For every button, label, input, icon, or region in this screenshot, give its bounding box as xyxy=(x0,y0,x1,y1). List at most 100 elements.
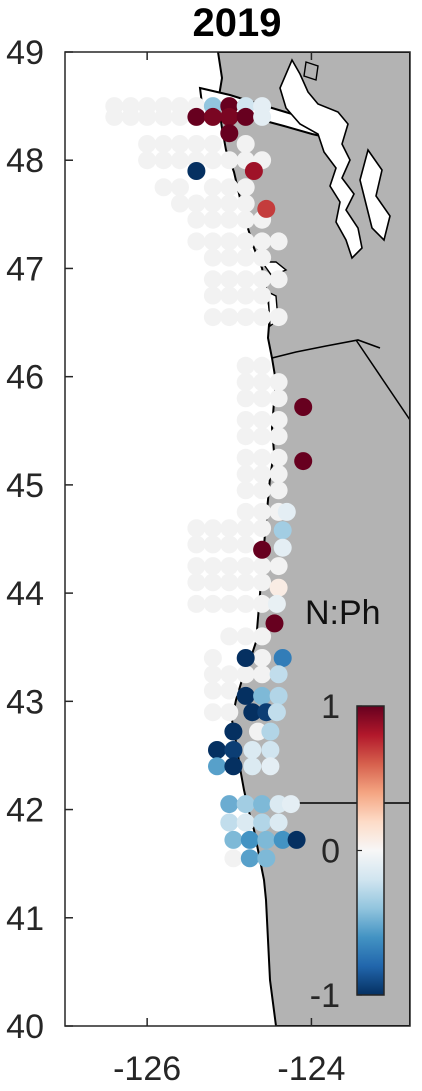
station-marker xyxy=(261,741,280,759)
colorbar-tick-label: -1 xyxy=(310,977,340,1015)
station-marker-no-data xyxy=(220,286,239,305)
station-marker xyxy=(220,813,239,832)
x-axis: -126 -124 xyxy=(113,52,345,1088)
station-marker-no-data xyxy=(253,356,272,375)
station-marker-no-data xyxy=(253,286,272,305)
station-marker-no-data xyxy=(220,535,239,554)
station-marker-no-data xyxy=(203,665,222,684)
station-marker xyxy=(294,452,313,471)
station-marker-no-data xyxy=(203,194,222,213)
station-marker xyxy=(269,665,288,684)
station-marker-no-data xyxy=(203,594,222,613)
x-tick-label: -126 xyxy=(113,1050,181,1088)
station-marker xyxy=(269,813,288,832)
station-marker-no-data xyxy=(269,373,288,392)
station-marker-no-data xyxy=(203,681,222,700)
station-marker-no-data xyxy=(187,194,206,213)
station-marker xyxy=(236,107,255,126)
station-marker xyxy=(269,686,288,705)
station-marker-no-data xyxy=(236,210,255,229)
y-tick-label: 46 xyxy=(6,359,44,397)
station-marker-no-data xyxy=(236,389,255,408)
station-marker xyxy=(236,649,255,667)
station-marker-no-data xyxy=(224,849,243,868)
station-marker-no-data xyxy=(269,465,288,484)
station-marker xyxy=(187,107,206,126)
station-marker xyxy=(220,107,239,126)
station-marker-no-data xyxy=(171,151,189,170)
station-marker-no-data xyxy=(220,665,239,684)
station-marker xyxy=(220,124,239,143)
y-tick-label: 47 xyxy=(6,250,44,288)
station-marker-no-data xyxy=(236,248,255,267)
station-marker-no-data xyxy=(154,135,173,153)
y-tick-label: 40 xyxy=(6,1008,44,1046)
colorbar-title: N:Ph xyxy=(305,594,381,632)
inland-waterway-east xyxy=(359,148,391,242)
station-marker-no-data xyxy=(236,557,255,576)
station-marker-no-data xyxy=(236,427,255,446)
colorbar-ticks: 1 0 -1 xyxy=(310,688,362,1015)
station-marker xyxy=(243,703,262,722)
station-marker-no-data xyxy=(269,411,288,429)
y-tick-label: 49 xyxy=(6,34,44,72)
station-marker xyxy=(224,741,243,759)
station-marker xyxy=(253,813,272,832)
station-marker-no-data xyxy=(236,465,255,484)
station-marker-no-data xyxy=(203,210,222,229)
station-markers xyxy=(105,97,313,868)
station-marker-no-data xyxy=(220,232,239,251)
station-marker-no-data xyxy=(249,722,267,741)
station-marker-no-data xyxy=(236,270,255,289)
station-marker-no-data xyxy=(236,194,255,213)
station-marker xyxy=(273,521,292,540)
station-marker-no-data xyxy=(236,373,255,392)
x-tick-label: -124 xyxy=(277,1050,345,1088)
station-marker xyxy=(243,757,262,776)
station-marker-no-data xyxy=(253,573,272,592)
station-marker xyxy=(257,199,276,218)
station-marker xyxy=(267,703,286,722)
y-tick-label: 45 xyxy=(6,467,44,505)
figure-title: 2019 xyxy=(193,1,282,45)
station-marker xyxy=(244,162,263,180)
station-marker-no-data xyxy=(253,594,272,613)
station-marker-no-data xyxy=(236,665,255,684)
station-marker xyxy=(203,107,222,126)
station-marker xyxy=(281,795,300,814)
station-marker-no-data xyxy=(236,135,255,153)
station-marker-no-data xyxy=(220,681,239,700)
colorbar: N:Ph 1 0 -1 xyxy=(305,594,385,1015)
station-marker-no-data xyxy=(171,178,189,197)
station-marker-no-data xyxy=(253,481,272,500)
station-marker-no-data xyxy=(220,270,239,289)
station-marker xyxy=(257,849,276,868)
station-marker-no-data xyxy=(203,308,222,327)
station-marker xyxy=(294,398,313,416)
station-marker-no-data xyxy=(187,519,206,538)
station-marker xyxy=(265,614,284,633)
station-marker-no-data xyxy=(253,389,272,408)
station-marker-no-data xyxy=(203,557,222,576)
station-marker xyxy=(240,830,259,849)
station-marker xyxy=(240,849,259,868)
colorbar-tick-label: 0 xyxy=(321,833,340,871)
station-marker-no-data xyxy=(220,151,239,170)
station-marker-no-data xyxy=(220,627,239,646)
island-north xyxy=(303,61,319,81)
station-marker-no-data xyxy=(187,573,206,592)
station-marker-no-data xyxy=(269,557,288,576)
station-marker-no-data xyxy=(236,594,255,613)
station-marker-no-data xyxy=(253,519,272,538)
station-marker xyxy=(261,757,280,776)
station-marker-no-data xyxy=(154,151,173,170)
station-marker-no-data xyxy=(269,481,288,500)
station-marker xyxy=(236,795,255,814)
station-marker-no-data xyxy=(253,270,272,289)
station-marker xyxy=(273,830,292,849)
station-marker-no-data xyxy=(203,519,222,538)
station-marker xyxy=(224,722,243,741)
station-marker-no-data xyxy=(187,232,206,251)
station-marker-no-data xyxy=(269,389,288,408)
station-marker-no-data xyxy=(203,286,222,305)
